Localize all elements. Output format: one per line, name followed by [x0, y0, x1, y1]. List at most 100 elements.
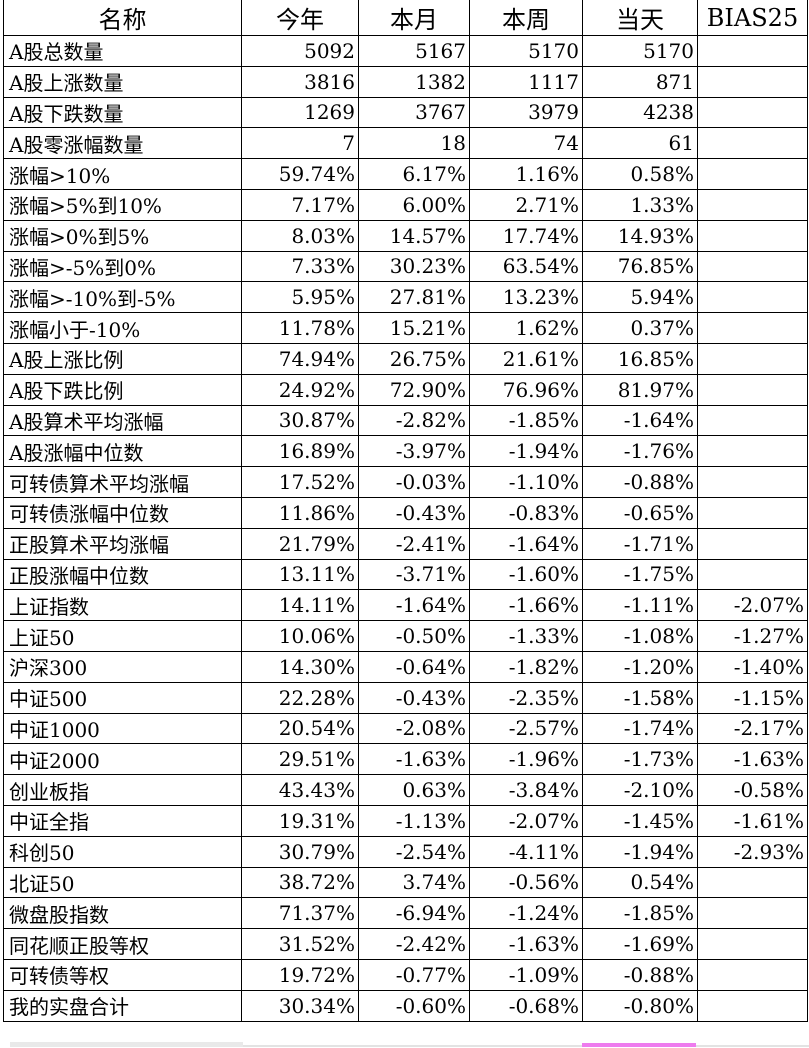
value-cell[interactable]: 30.79%	[241, 835, 359, 868]
value-cell[interactable]: 30.34%	[241, 989, 359, 1022]
row-label-cell[interactable]: 同花顺正股等权	[3, 928, 242, 960]
row-label-cell[interactable]: A股涨幅中位数	[3, 435, 242, 468]
value-cell[interactable]: 4238	[582, 96, 698, 129]
column-header[interactable]: 当天	[582, 0, 698, 36]
value-cell[interactable]: -1.27%	[697, 620, 808, 652]
value-cell[interactable]: 5170	[469, 35, 583, 67]
row-label-cell[interactable]: A股下跌比例	[3, 373, 242, 406]
row-label-cell[interactable]: 中证全指	[3, 804, 242, 837]
row-label-cell[interactable]: 正股涨幅中位数	[3, 558, 242, 591]
value-cell[interactable]: 43.43%	[241, 774, 359, 806]
value-cell[interactable]: 17.74%	[469, 219, 583, 252]
value-cell[interactable]: 5170	[582, 35, 698, 67]
value-cell[interactable]: -0.77%	[358, 958, 470, 991]
value-cell[interactable]: -1.61%	[697, 804, 808, 837]
value-cell[interactable]: 5167	[358, 35, 470, 67]
value-cell[interactable]	[697, 989, 808, 1022]
value-cell[interactable]: -0.68%	[469, 989, 583, 1022]
value-cell[interactable]: -1.10%	[469, 466, 583, 498]
value-cell[interactable]: -2.82%	[358, 404, 470, 437]
value-cell[interactable]: 38.72%	[241, 866, 359, 899]
value-cell[interactable]: 17.52%	[241, 466, 359, 498]
value-cell[interactable]: 13.11%	[241, 558, 359, 591]
value-cell[interactable]: 61	[582, 127, 698, 160]
value-cell[interactable]: 19.72%	[241, 958, 359, 991]
row-label-cell[interactable]: 涨幅>5%到10%	[3, 188, 242, 221]
value-cell[interactable]: 19.31%	[241, 804, 359, 837]
value-cell[interactable]: 30.87%	[241, 404, 359, 437]
value-cell[interactable]: -0.83%	[469, 496, 583, 529]
value-cell[interactable]: 0.63%	[358, 774, 470, 806]
row-label-cell[interactable]: 可转债等权	[3, 958, 242, 991]
row-label-cell[interactable]: A股零涨幅数量	[3, 127, 242, 160]
value-cell[interactable]: -0.56%	[469, 866, 583, 899]
value-cell[interactable]	[697, 188, 808, 221]
row-label-cell[interactable]: 正股算术平均涨幅	[3, 527, 242, 560]
row-label-cell[interactable]: 中证1000	[3, 712, 242, 745]
value-cell[interactable]: 11.78%	[241, 312, 359, 344]
value-cell[interactable]: 0.37%	[582, 312, 698, 344]
value-cell[interactable]	[697, 866, 808, 899]
value-cell[interactable]: -1.09%	[469, 958, 583, 991]
value-cell[interactable]: 5092	[241, 35, 359, 67]
value-cell[interactable]: 59.74%	[241, 158, 359, 190]
value-cell[interactable]: -3.97%	[358, 435, 470, 468]
row-label-cell[interactable]: A股算术平均涨幅	[3, 404, 242, 437]
column-header[interactable]: 本周	[469, 0, 583, 36]
value-cell[interactable]: -2.93%	[697, 835, 808, 868]
row-label-cell[interactable]: 涨幅>-10%到-5%	[3, 281, 242, 314]
value-cell[interactable]: -1.13%	[358, 804, 470, 837]
value-cell[interactable]: -2.17%	[697, 712, 808, 745]
value-cell[interactable]: -1.75%	[582, 558, 698, 591]
value-cell[interactable]: -3.84%	[469, 774, 583, 806]
value-cell[interactable]: -0.43%	[358, 681, 470, 714]
value-cell[interactable]: -1.82%	[469, 650, 583, 683]
value-cell[interactable]: -0.64%	[358, 650, 470, 683]
value-cell[interactable]: -1.15%	[697, 681, 808, 714]
value-cell[interactable]: 20.54%	[241, 712, 359, 745]
value-cell[interactable]: -1.58%	[582, 681, 698, 714]
value-cell[interactable]: 16.89%	[241, 435, 359, 468]
value-cell[interactable]: 6.17%	[358, 158, 470, 190]
value-cell[interactable]: -1.94%	[582, 835, 698, 868]
value-cell[interactable]: -1.94%	[469, 435, 583, 468]
value-cell[interactable]: -1.96%	[469, 743, 583, 776]
value-cell[interactable]: -1.45%	[582, 804, 698, 837]
value-cell[interactable]: 31.52%	[241, 928, 359, 960]
row-label-cell[interactable]: 涨幅>0%到5%	[3, 219, 242, 252]
value-cell[interactable]	[697, 373, 808, 406]
value-cell[interactable]: 14.30%	[241, 650, 359, 683]
value-cell[interactable]: 63.54%	[469, 250, 583, 283]
row-label-cell[interactable]: 上证指数	[3, 589, 242, 622]
value-cell[interactable]: 7.33%	[241, 250, 359, 283]
value-cell[interactable]: -2.57%	[469, 712, 583, 745]
value-cell[interactable]: -0.50%	[358, 620, 470, 652]
value-cell[interactable]: -6.94%	[358, 897, 470, 930]
value-cell[interactable]: 6.00%	[358, 188, 470, 221]
value-cell[interactable]	[697, 435, 808, 468]
row-label-cell[interactable]: 涨幅>10%	[3, 158, 242, 190]
value-cell[interactable]: -1.33%	[469, 620, 583, 652]
value-cell[interactable]	[697, 281, 808, 314]
value-cell[interactable]: -0.88%	[582, 958, 698, 991]
value-cell[interactable]: -4.11%	[469, 835, 583, 868]
row-label-cell[interactable]: 涨幅>-5%到0%	[3, 250, 242, 283]
value-cell[interactable]: -1.73%	[582, 743, 698, 776]
value-cell[interactable]: 3767	[358, 96, 470, 129]
value-cell[interactable]: 71.37%	[241, 897, 359, 930]
value-cell[interactable]: 3816	[241, 65, 359, 98]
value-cell[interactable]	[697, 496, 808, 529]
value-cell[interactable]: 7.17%	[241, 188, 359, 221]
value-cell[interactable]: 18	[358, 127, 470, 160]
row-label-cell[interactable]: 沪深300	[3, 650, 242, 683]
value-cell[interactable]: 0.58%	[582, 158, 698, 190]
row-label-cell[interactable]: A股下跌数量	[3, 96, 242, 129]
row-label-cell[interactable]: A股上涨数量	[3, 65, 242, 98]
value-cell[interactable]: 72.90%	[358, 373, 470, 406]
value-cell[interactable]: 3.74%	[358, 866, 470, 899]
value-cell[interactable]: 81.97%	[582, 373, 698, 406]
value-cell[interactable]: -0.65%	[582, 496, 698, 529]
value-cell[interactable]: 27.81%	[358, 281, 470, 314]
value-cell[interactable]: -1.85%	[582, 897, 698, 930]
value-cell[interactable]: 1.33%	[582, 188, 698, 221]
